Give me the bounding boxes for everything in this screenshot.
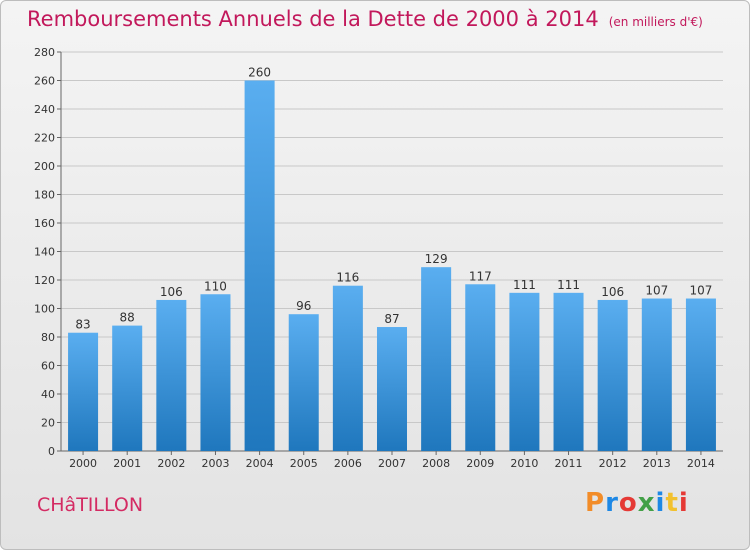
data-label: 111 xyxy=(513,278,536,292)
data-label: 106 xyxy=(160,285,183,299)
x-tick-label: 2000 xyxy=(69,457,97,470)
y-tick-label: 100 xyxy=(34,303,55,316)
x-tick-label: 2005 xyxy=(290,457,318,470)
bar xyxy=(597,299,628,451)
x-tick-label: 2006 xyxy=(334,457,362,470)
chart-unit: (en milliers d'€) xyxy=(608,15,703,29)
labels: 0 20 40 60 80 100 120 140 160 180 200 220 240 260 280 8… xyxy=(34,46,715,470)
chart-title: Remboursements Annuels de la Dette de 20… xyxy=(27,7,703,31)
bar xyxy=(376,327,408,451)
data-label: 96 xyxy=(296,299,311,313)
bar xyxy=(332,285,363,451)
x-tick-label: 2009 xyxy=(466,457,494,470)
logo-letter: x xyxy=(637,488,656,518)
bar xyxy=(200,294,231,451)
x-tick-label: 2011 xyxy=(555,457,583,470)
x-tick-label: 2004 xyxy=(246,457,274,470)
y-tick-label: 240 xyxy=(34,103,55,116)
bar xyxy=(685,298,716,451)
x-tick-label: 2001 xyxy=(113,457,141,470)
data-label: 107 xyxy=(689,284,712,298)
y-tick-label: 120 xyxy=(34,274,55,287)
y-tick-label: 160 xyxy=(34,217,55,230)
bar xyxy=(68,332,99,451)
data-label: 83 xyxy=(75,318,90,332)
bar xyxy=(509,292,540,451)
logo-letter: i xyxy=(655,488,666,518)
bars xyxy=(68,80,716,451)
y-tick-label: 40 xyxy=(41,388,55,401)
logo-letter: o xyxy=(618,488,638,518)
y-tick-label: 0 xyxy=(48,445,55,458)
bar xyxy=(156,299,187,451)
bar xyxy=(288,314,319,451)
data-label: 110 xyxy=(204,279,227,293)
x-tick-label: 2003 xyxy=(201,457,229,470)
data-label: 260 xyxy=(248,66,271,80)
y-tick-label: 220 xyxy=(34,132,55,145)
logo-letter: t xyxy=(665,488,679,518)
x-tick-label: 2008 xyxy=(422,457,450,470)
y-tick-label: 260 xyxy=(34,75,55,88)
logo-letter: r xyxy=(605,488,619,518)
y-tick-label: 20 xyxy=(41,417,55,430)
chart-title-text: Remboursements Annuels de la Dette de 20… xyxy=(27,7,599,31)
y-tick-label: 180 xyxy=(34,189,55,202)
data-label: 88 xyxy=(120,311,135,325)
bar xyxy=(553,292,584,451)
x-tick-label: 2013 xyxy=(643,457,671,470)
bar xyxy=(641,298,672,451)
data-label: 111 xyxy=(557,278,580,292)
data-label: 129 xyxy=(425,252,448,266)
proxiti-logo[interactable]: Proxiti xyxy=(585,488,689,518)
bar xyxy=(112,325,143,451)
y-tick-label: 140 xyxy=(34,246,55,259)
data-label: 117 xyxy=(469,269,492,283)
y-tick-label: 60 xyxy=(41,360,55,373)
x-tick-label: 2012 xyxy=(599,457,627,470)
bar xyxy=(465,284,496,451)
logo-letter: P xyxy=(585,488,606,518)
y-tick-label: 280 xyxy=(34,46,55,59)
x-tick-label: 2014 xyxy=(687,457,715,470)
data-label: 106 xyxy=(601,285,624,299)
city-name: CHâTILLON xyxy=(37,494,144,516)
data-label: 87 xyxy=(384,312,399,326)
data-label: 107 xyxy=(645,284,668,298)
x-tick-label: 2010 xyxy=(510,457,538,470)
y-tick-label: 80 xyxy=(41,331,55,344)
x-tick-label: 2007 xyxy=(378,457,406,470)
y-tick-label: 200 xyxy=(34,160,55,173)
x-tick-label: 2002 xyxy=(157,457,185,470)
logo-letter: i xyxy=(678,488,689,518)
bar xyxy=(421,267,452,451)
data-label: 116 xyxy=(336,271,359,285)
bar xyxy=(244,80,275,451)
